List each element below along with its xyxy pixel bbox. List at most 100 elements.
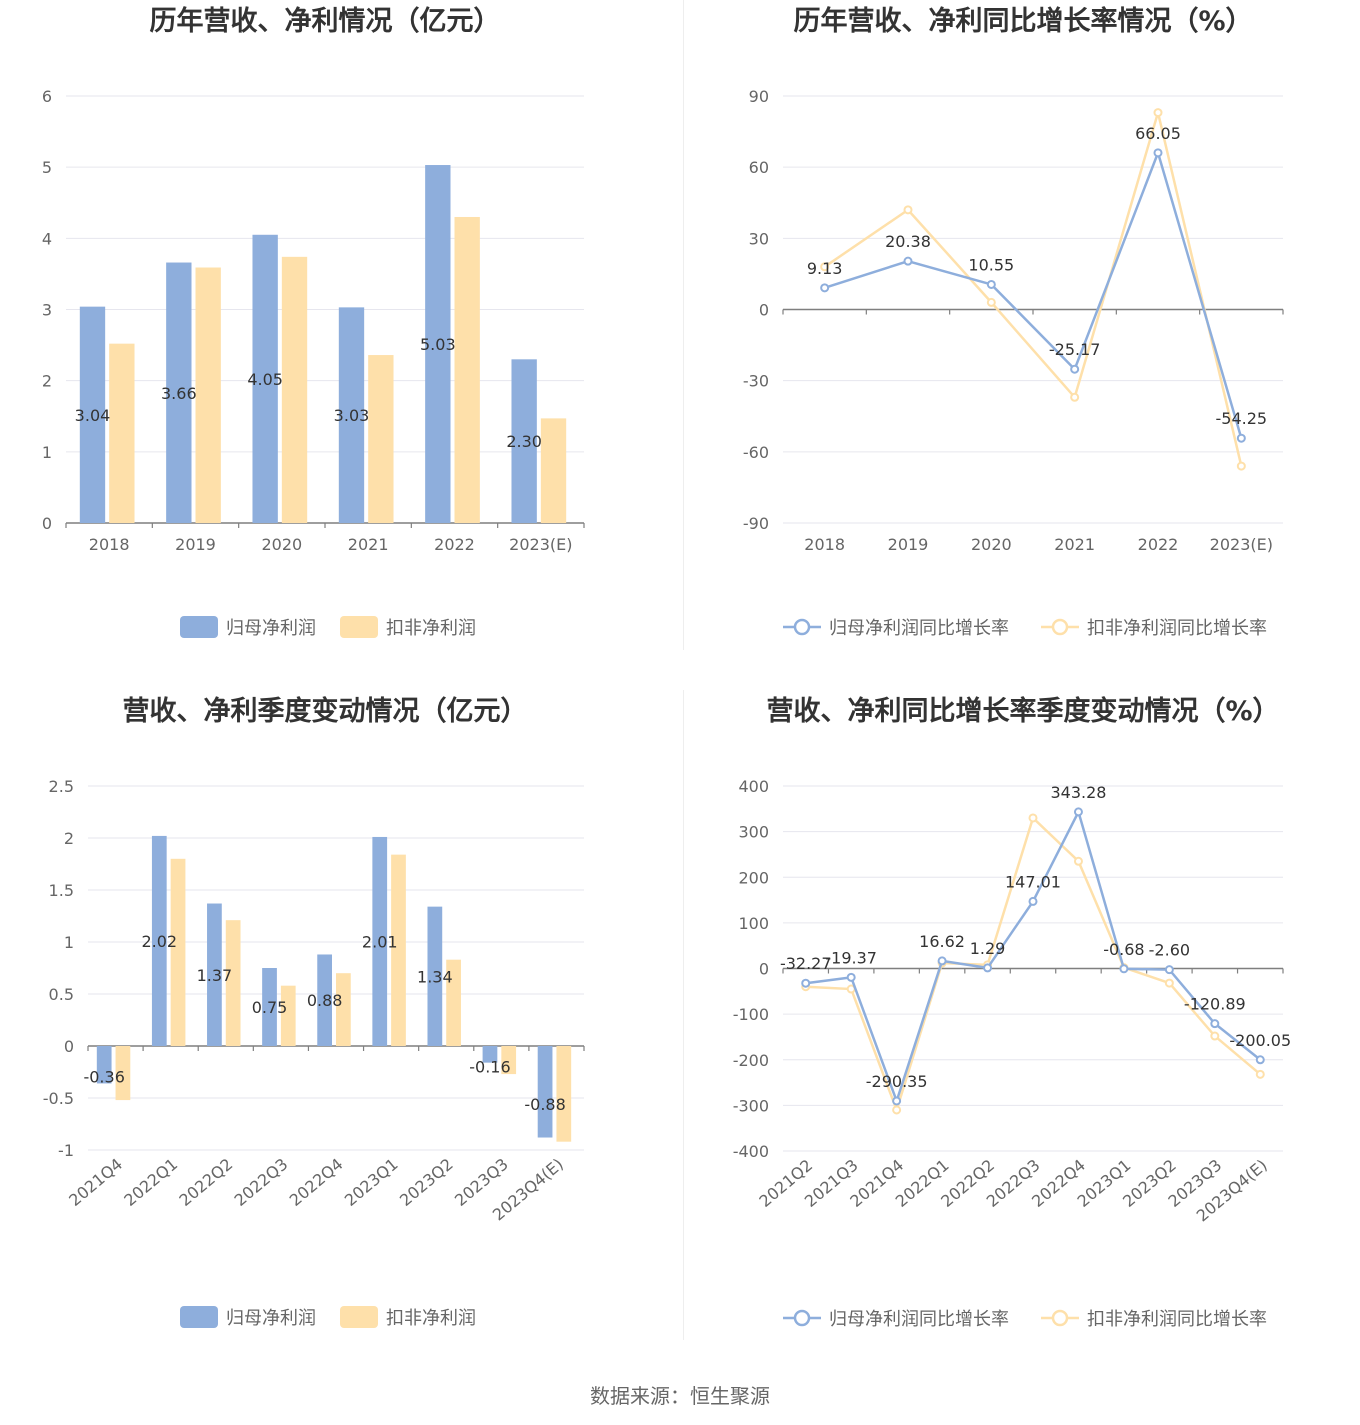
data-label: -0.16: [469, 1057, 510, 1076]
quarterly-profit-svg: 营收、净利季度变动情况（亿元）-1-0.500.511.522.52021Q42…: [43, 695, 585, 1329]
data-label: 3.03: [334, 406, 370, 425]
data-label: 2.30: [506, 432, 542, 451]
data-label: -54.25: [1216, 409, 1268, 428]
chart-title: 历年营收、净利同比增长率情况（%）: [793, 5, 1252, 37]
bar-net-profit: [317, 954, 332, 1046]
bar-net-profit: [372, 836, 388, 1046]
x-tick-label: 2023Q2: [396, 1155, 457, 1210]
legend-label: 扣非净利润同比增长率: [1087, 618, 1267, 639]
y-tick-label: 0: [42, 514, 52, 533]
y-tick-label: 0: [64, 1037, 74, 1056]
data-point: [1255, 1055, 1265, 1065]
data-label: -0.68: [1103, 940, 1144, 959]
y-tick-label: -100: [733, 1005, 769, 1024]
bar-net-profit: [427, 906, 443, 1046]
y-tick-label: -400: [733, 1142, 769, 1161]
y-tick-label: 1.5: [49, 881, 74, 900]
y-tick-label: 2: [42, 372, 52, 391]
data-point: [1119, 964, 1129, 974]
y-tick-label: 1: [64, 933, 74, 952]
data-point: [1028, 896, 1038, 906]
data-point: [1073, 856, 1083, 866]
bar-deducted-profit: [281, 256, 308, 523]
legend-label: 扣非净利润同比增长率: [1087, 1309, 1267, 1330]
data-label: 343.28: [1050, 783, 1106, 802]
data-point: [1073, 807, 1083, 817]
data-label: 3.66: [161, 384, 197, 403]
bar-net-profit: [166, 262, 192, 523]
legend-swatch: [340, 616, 378, 638]
bar-net-profit: [207, 903, 222, 1046]
bar-deducted-profit: [109, 343, 135, 523]
bar-net-profit: [262, 968, 277, 1046]
bar-deducted-profit: [454, 216, 480, 523]
data-label: 147.01: [1005, 872, 1061, 891]
series-line-net-profit-growth: [824, 148, 1243, 439]
x-tick-label: 2018: [89, 535, 130, 554]
divider: [683, 0, 684, 650]
data-label: 1.34: [417, 967, 453, 986]
y-tick-label: 0.5: [49, 985, 74, 1004]
series-line-deducted-profit-growth: [823, 107, 1243, 467]
y-tick-label: 5: [42, 158, 52, 177]
y-tick-label: 90: [749, 87, 769, 106]
bar-net-profit: [537, 1046, 553, 1138]
annual-profit-chart: 历年营收、净利情况（亿元） 0 1 2 3 4 5 6 2018 2019 2020 2021 2022…: [0, 0, 680, 690]
data-point: [937, 956, 947, 966]
data-point: [820, 262, 830, 272]
y-tick-label: -30: [743, 372, 769, 391]
data-label: 3.04: [75, 406, 111, 425]
quarterly-profit-chart: 营收、净利季度变动情况（亿元） -1 -0.5 0 0.5 1 1.5 2 2.5 2021Q4 2…: [0, 690, 680, 1380]
data-label: -32.27: [780, 954, 832, 973]
data-point: [1164, 965, 1174, 975]
data-point: [892, 1105, 902, 1115]
y-tick-label: 4: [42, 229, 52, 248]
data-point: [1210, 1031, 1220, 1041]
y-tick-label: -90: [743, 514, 769, 533]
y-tick-label: 1: [42, 443, 52, 462]
bar-deducted-profit: [336, 973, 351, 1046]
legend-swatch-marker: [1051, 1309, 1069, 1327]
data-label: 0.88: [307, 991, 343, 1010]
x-tick-label: 2022Q4: [286, 1155, 347, 1210]
data-point: [986, 297, 996, 307]
legend-swatch-marker: [793, 618, 811, 636]
data-label: 1.29: [970, 939, 1006, 958]
y-tick-label: 6: [42, 87, 52, 106]
quarterly-growth-svg: 营收、净利同比增长率季度变动情况（%） -400 -300 -200 -100 0 100 2…: [733, 695, 1291, 1330]
data-label: 10.55: [968, 255, 1014, 274]
data-label: -0.88: [524, 1095, 565, 1114]
bar-deducted-profit: [115, 1046, 131, 1101]
x-tick-label: 2023Q1: [341, 1155, 402, 1210]
data-label: 5.03: [420, 335, 456, 354]
bar-net-profit: [96, 1046, 112, 1084]
bar-deducted-profit: [446, 959, 461, 1046]
bar-deducted-profit: [540, 418, 567, 523]
y-tick-label: -300: [733, 1096, 769, 1115]
data-point: [983, 963, 993, 973]
annual-growth-chart: 历年营收、净利同比增长率情况（%） -90 -60 -30 0 30 60 90 2018 201…: [683, 0, 1360, 690]
data-label: 0.75: [252, 998, 288, 1017]
data-label: 2.02: [141, 932, 177, 951]
x-tick-label: 2021: [1054, 535, 1095, 554]
divider: [683, 690, 684, 1340]
x-tick-label: 2019: [175, 535, 216, 554]
data-point: [801, 978, 811, 988]
bar-deducted-profit: [556, 1046, 572, 1142]
data-label: 66.05: [1135, 124, 1181, 143]
x-tick-label: 2022Q2: [175, 1155, 236, 1210]
data-label: -19.37: [825, 948, 877, 967]
data-point: [820, 283, 830, 293]
data-point: [1236, 461, 1246, 471]
data-point: [1236, 433, 1246, 443]
data-label: 2.01: [362, 932, 398, 951]
chart-title: 历年营收、净利情况（亿元）: [150, 5, 501, 37]
y-tick-label: 200: [738, 868, 769, 887]
x-tick-label: 2021Q4: [65, 1155, 126, 1210]
data-label: -200.05: [1229, 1031, 1291, 1050]
y-tick-label: 2: [64, 829, 74, 848]
legend-swatch-marker: [793, 1309, 811, 1327]
bar-net-profit: [151, 835, 167, 1046]
x-tick-label: 2022Q1: [120, 1155, 181, 1210]
y-tick-label: -60: [743, 443, 769, 462]
